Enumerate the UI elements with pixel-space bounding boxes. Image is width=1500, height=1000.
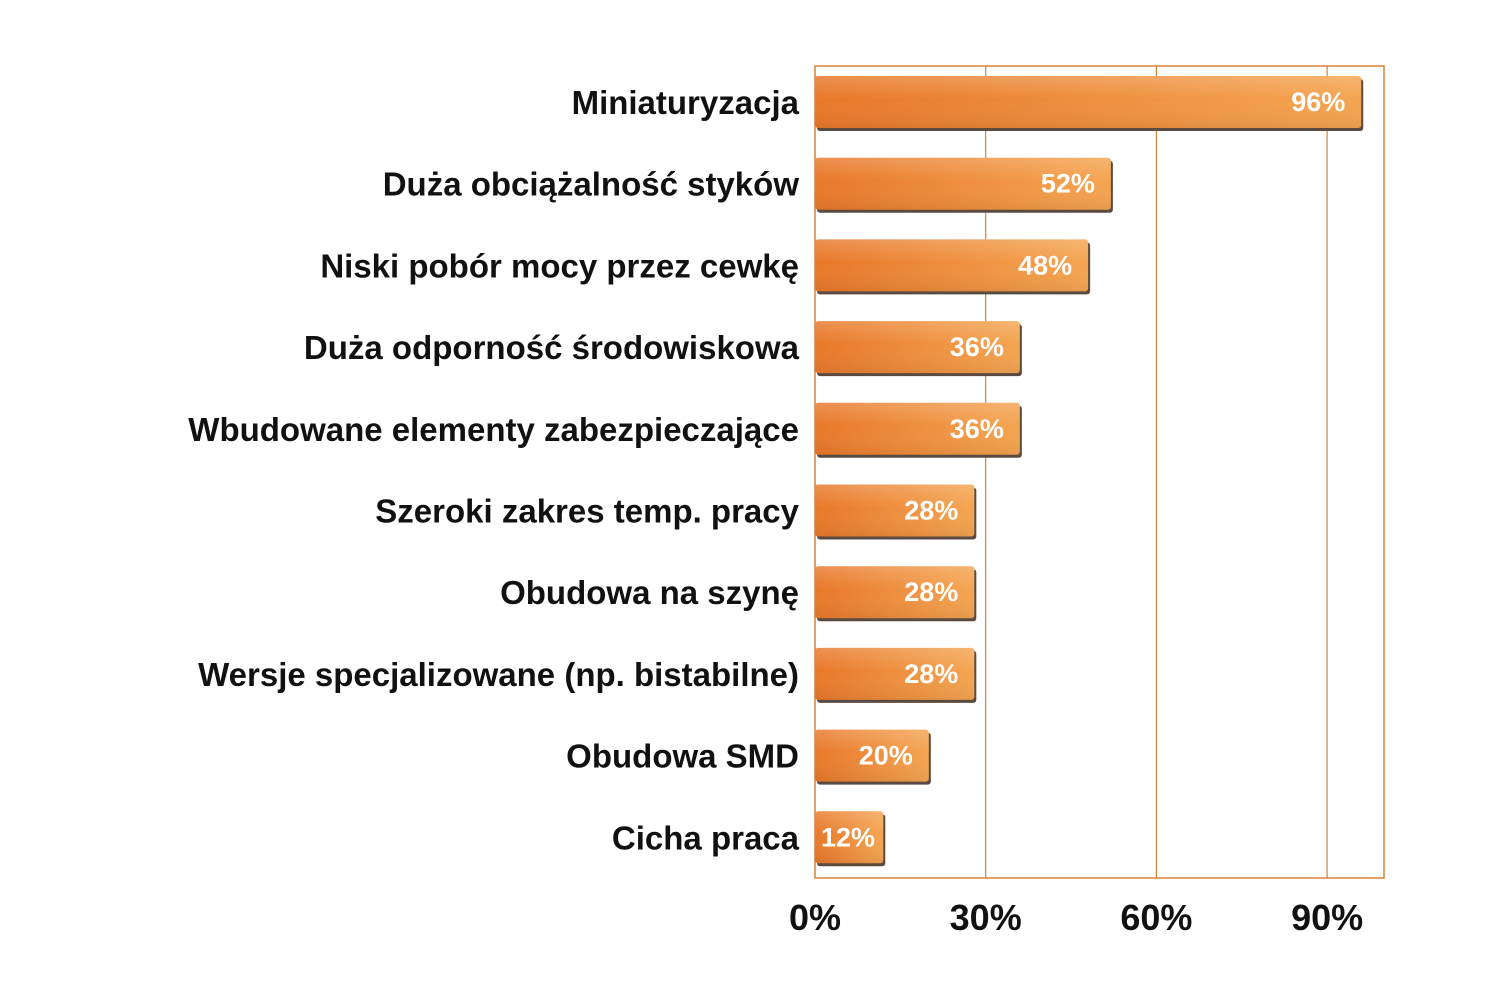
category-label-7: Obudowa na szynę — [500, 574, 799, 611]
bar-shine — [815, 402, 1020, 455]
bar-shine — [815, 729, 929, 782]
x-tick-label-60: 60% — [1120, 897, 1192, 938]
bar-shine — [815, 76, 1362, 128]
bar-value-label: 36% — [950, 414, 1004, 444]
category-label-2: Duża obciążalność styków — [383, 166, 800, 203]
category-label-8: Wersje specjalizowane (np. bistabilne) — [198, 656, 799, 693]
bar-value-label: 28% — [904, 496, 958, 526]
x-tick-label-30: 30% — [950, 897, 1022, 938]
bar-value-label: 48% — [1018, 250, 1072, 280]
bar-shine — [815, 321, 1020, 374]
category-label-5: Wbudowane elementy zabezpieczające — [188, 411, 799, 448]
bar-value-label: 96% — [1291, 87, 1345, 117]
bar-shine — [815, 566, 975, 619]
bar-3: 48% — [815, 239, 1091, 295]
bar-2: 52% — [815, 157, 1113, 213]
category-label-3: Niski pobór mocy przez cewkę — [320, 247, 799, 284]
bar-value-label: 52% — [1041, 169, 1095, 199]
x-tick-label-90: 90% — [1291, 897, 1363, 938]
category-label-6: Szeroki zakres temp. pracy — [375, 493, 799, 530]
bar-value-label: 36% — [950, 332, 1004, 362]
bar-10: 12% — [815, 811, 886, 867]
bars: 96% 52% 48% 36% 36% 28% 28% 28% 20% 12% — [815, 76, 1364, 867]
bar-shine — [815, 811, 884, 864]
bar-value-label: 20% — [859, 741, 913, 771]
bar-9: 20% — [815, 729, 931, 785]
bar-value-label: 12% — [821, 822, 875, 852]
bar-shine — [815, 239, 1089, 292]
bar-shine — [815, 484, 975, 537]
bar-5: 36% — [815, 402, 1022, 458]
category-label-10: Cicha praca — [612, 819, 800, 856]
category-label-4: Duża odporność środowiskowa — [304, 329, 800, 366]
bar-value-label: 28% — [904, 577, 958, 607]
bar-value-label: 28% — [904, 659, 958, 689]
bar-6: 28% — [815, 484, 977, 540]
x-tick-label-0: 0% — [789, 897, 841, 938]
category-labels: Miniaturyzacja Duża obciążalność styków Ni… — [188, 84, 799, 856]
bar-shine — [815, 157, 1111, 210]
bar-shine — [815, 647, 975, 700]
category-label-1: Miniaturyzacja — [572, 84, 800, 121]
category-label-9: Obudowa SMD — [566, 738, 799, 775]
bar-7: 28% — [815, 566, 977, 622]
bar-8: 28% — [815, 647, 977, 703]
bar-1: 96% — [815, 76, 1364, 131]
bar-4: 36% — [815, 321, 1022, 377]
x-axis-tick-labels: 0% 30% 60% 90% — [789, 897, 1363, 938]
